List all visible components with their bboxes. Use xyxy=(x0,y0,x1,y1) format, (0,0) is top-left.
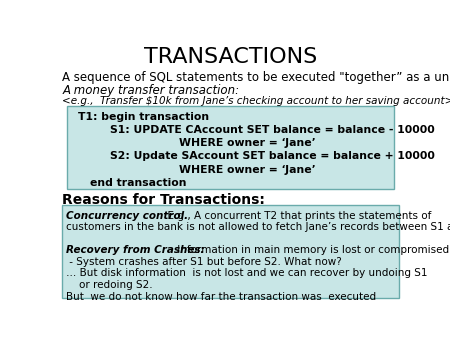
Text: or redoing S2.: or redoing S2. xyxy=(66,280,153,290)
FancyBboxPatch shape xyxy=(63,206,399,298)
Text: end transaction: end transaction xyxy=(90,178,187,188)
Text: <e.g.,  Transfer $10k from Jane’s checking account to her saving account>: <e.g., Transfer $10k from Jane’s checkin… xyxy=(63,96,450,106)
Text: S1: UPDATE CAccount SET balance = balance - 10000: S1: UPDATE CAccount SET balance = balanc… xyxy=(110,125,435,135)
Text: But  we do not know how far the transaction was  executed: But we do not know how far the transacti… xyxy=(66,292,377,301)
Text: S2: Update SAccount SET balance = balance + 10000: S2: Update SAccount SET balance = balanc… xyxy=(110,151,435,162)
Text: - System crashes after S1 but before S2. What now?: - System crashes after S1 but before S2.… xyxy=(66,257,342,267)
Text: Recovery from Crashes:: Recovery from Crashes: xyxy=(66,245,205,256)
Text: Information in main memory is lost or compromised.: Information in main memory is lost or co… xyxy=(174,245,450,256)
Text: A money transfer transaction:: A money transfer transaction: xyxy=(63,84,239,97)
Text: A sequence of SQL statements to be executed "together” as a unit:: A sequence of SQL statements to be execu… xyxy=(63,71,450,84)
Text: WHERE owner = ‘Jane’: WHERE owner = ‘Jane’ xyxy=(180,138,316,148)
Text: WHERE owner = ‘Jane’: WHERE owner = ‘Jane’ xyxy=(180,165,316,174)
Text: Concurrency control.: Concurrency control. xyxy=(66,211,189,221)
Text: T1: begin transaction: T1: begin transaction xyxy=(78,112,209,122)
Text: … But disk information  is not lost and we can recover by undoing S1: … But disk information is not lost and w… xyxy=(66,268,428,279)
FancyBboxPatch shape xyxy=(67,106,394,189)
Text: customers in the bank is not allowed to fetch Jane’s records between S1 and S2.: customers in the bank is not allowed to … xyxy=(66,222,450,232)
Text: Reasons for Transactions:: Reasons for Transactions: xyxy=(63,193,266,207)
Text: TRANSACTIONS: TRANSACTIONS xyxy=(144,47,317,67)
Text: E.g., A concurrent T2 that prints the statements of: E.g., A concurrent T2 that prints the st… xyxy=(161,211,432,221)
